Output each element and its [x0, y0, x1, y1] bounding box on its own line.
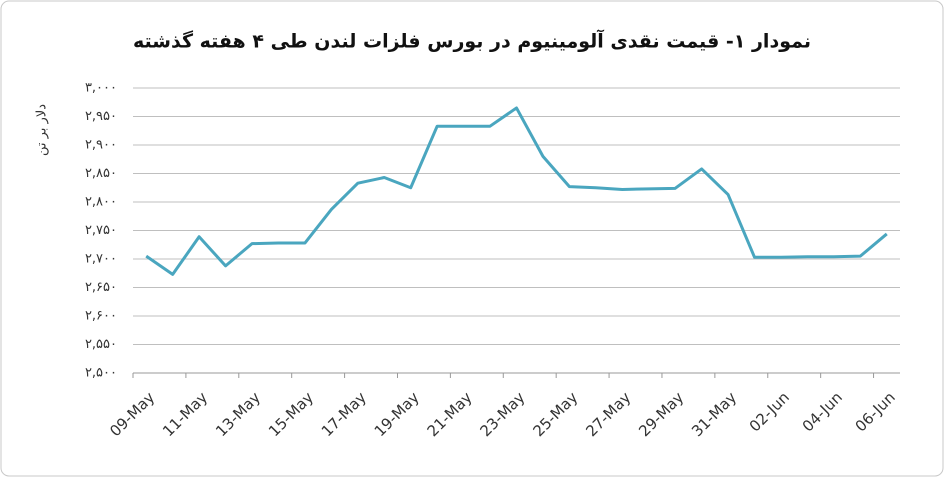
y-tick-label: ۲,۸۰۰ — [85, 195, 117, 210]
chart-title: نمودار ۱- قیمت نقدی آلومینیوم در بورس فل… — [133, 29, 811, 53]
y-axis-label: دلار بر تن — [35, 104, 50, 156]
y-tick-label: ۲,۹۰۰ — [85, 138, 117, 153]
y-tick-label: ۲,۵۵۰ — [85, 337, 117, 352]
y-tick-label: ۲,۸۵۰ — [85, 166, 117, 181]
y-tick-label: ۲,۵۰۰ — [85, 366, 117, 381]
y-tick-label: ۲,۶۰۰ — [85, 309, 117, 324]
y-tick-label: ۲,۶۵۰ — [85, 280, 117, 295]
y-tick-label: ۲,۷۰۰ — [85, 252, 117, 267]
series-line — [145, 106, 888, 276]
y-tick-label: ۲,۷۵۰ — [85, 223, 117, 238]
y-tick-label: ۳,۰۰۰ — [85, 81, 117, 96]
y-tick-label: ۲,۹۵۰ — [85, 109, 117, 124]
